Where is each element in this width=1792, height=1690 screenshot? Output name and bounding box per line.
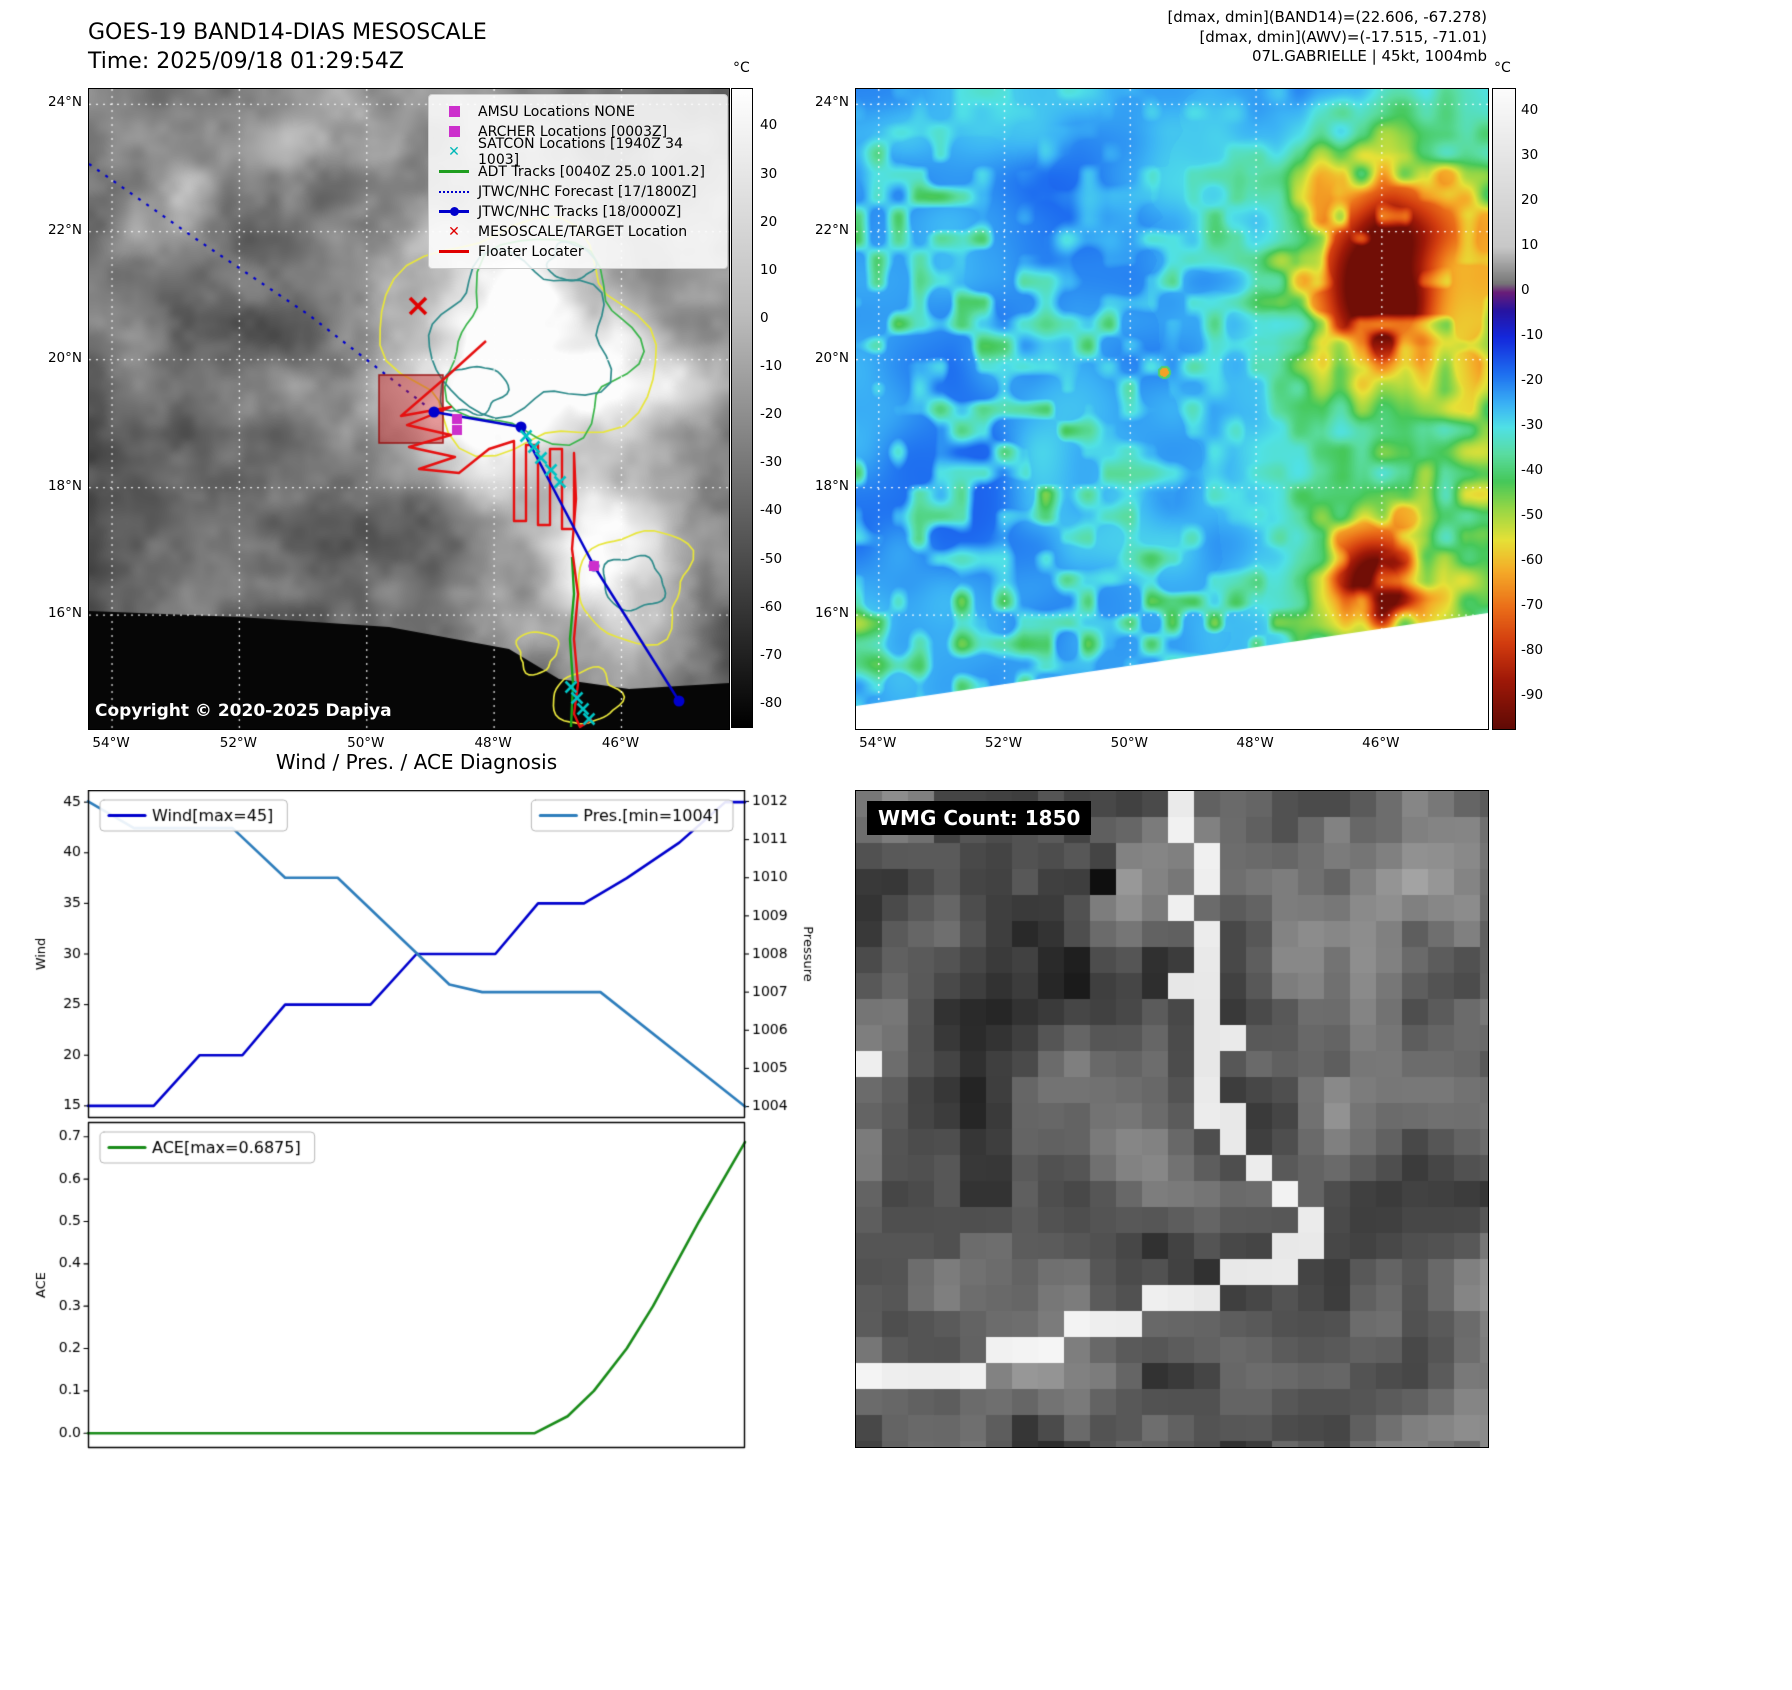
legend-item-label: JTWC/NHC Forecast [17/1800Z] bbox=[478, 183, 697, 200]
lat-tick-label: 16°N bbox=[814, 605, 849, 622]
lon-tick-label: 50°W bbox=[1110, 735, 1148, 751]
colorbar-tick-label: -80 bbox=[760, 694, 783, 711]
colorbar-tick-label: 40 bbox=[1521, 101, 1539, 118]
legend-item: ARCHER Locations [0003Z] bbox=[438, 122, 718, 141]
colorbar-tick-label: -10 bbox=[760, 358, 783, 375]
colorbar-tick-label: 20 bbox=[1521, 191, 1539, 208]
awv-colorbar bbox=[1492, 88, 1516, 730]
lat-tick-label: 24°N bbox=[47, 94, 82, 111]
lon-tick-label: 46°W bbox=[1362, 735, 1400, 751]
colorbar-tick-label: 30 bbox=[760, 165, 778, 182]
legend-item: ADT Tracks [0040Z 25.0 1001.2] bbox=[438, 162, 718, 181]
wmg-satellite-map bbox=[855, 790, 1489, 1448]
colorbar-tick-label: 30 bbox=[1521, 146, 1539, 163]
legend-item-label: ADT Tracks [0040Z 25.0 1001.2] bbox=[478, 163, 705, 180]
chart-title: Wind / Pres. / ACE Diagnosis bbox=[275, 750, 558, 774]
colorbar-tick-label: -40 bbox=[1521, 462, 1544, 479]
legend-item: ✕ MESOSCALE/TARGET Location bbox=[438, 222, 718, 241]
colorbar-tick-label: -20 bbox=[1521, 371, 1544, 388]
awv-header-line1: [dmax, dmin](BAND14)=(22.606, -67.278) bbox=[1167, 8, 1487, 26]
colorbar-tick-label: 10 bbox=[760, 261, 778, 278]
legend-marker-dotted-icon bbox=[438, 190, 470, 193]
lat-tick-label: 22°N bbox=[47, 221, 82, 238]
awv-header-line2: [dmax, dmin](AWV)=(-17.515, -71.01) bbox=[1199, 27, 1487, 46]
lon-tick-label: 54°W bbox=[859, 735, 897, 751]
colorbar-tick-label: -60 bbox=[1521, 552, 1544, 569]
legend-item-label: Floater Locater bbox=[478, 243, 584, 260]
awv-header: [dmax, dmin](BAND14)=(22.606, -67.278) [… bbox=[1030, 8, 1487, 67]
legend-item-label: SATCON Locations [1940Z 34 1003] bbox=[478, 135, 683, 168]
colorbar-tick-label: 20 bbox=[760, 213, 778, 230]
colorbar-tick-label: -70 bbox=[760, 646, 783, 663]
colorbar-tick-label: -30 bbox=[760, 454, 783, 471]
lat-tick-label: 20°N bbox=[47, 349, 82, 366]
awv-satellite-map bbox=[855, 88, 1489, 730]
colorbar-tick-label: 0 bbox=[1521, 281, 1530, 298]
legend-item: JTWC/NHC Tracks [18/0000Z] bbox=[438, 202, 718, 221]
legend-item-label: JTWC/NHC Tracks [18/0000Z] bbox=[478, 203, 682, 220]
colorbar-tick-label: -40 bbox=[760, 502, 783, 519]
band14-colorbar bbox=[731, 88, 753, 728]
legend-item-label: AMSU Locations NONE bbox=[478, 103, 636, 120]
band14-title: GOES-19 BAND14-DIAS MESOSCALE Time: 2025… bbox=[88, 18, 487, 76]
lat-tick-label: 18°N bbox=[814, 477, 849, 494]
colorbar-tick-label: -50 bbox=[760, 550, 783, 567]
wmg-count-label: WMG Count: 1850 bbox=[867, 801, 1092, 835]
legend-marker-x-icon: ✕ bbox=[448, 143, 460, 160]
awv-header-line3: 07L.GABRIELLE | 45kt, 1004mb bbox=[1252, 47, 1487, 65]
colorbar-tick-label: -80 bbox=[1521, 642, 1544, 659]
legend-item: ✕ SATCON Locations [1940Z 34 1003] bbox=[438, 136, 718, 168]
colorbar-tick-label: -70 bbox=[1521, 597, 1544, 614]
lon-tick-label: 48°W bbox=[474, 735, 512, 751]
band14-map-legend: AMSU Locations NONE ARCHER Locations [000… bbox=[428, 94, 728, 269]
legend-item: AMSU Locations NONE bbox=[438, 102, 718, 121]
lon-tick-label: 50°W bbox=[347, 735, 385, 751]
colorbar-tick-label: 40 bbox=[760, 117, 778, 134]
colorbar-tick-label: -20 bbox=[760, 406, 783, 423]
lon-tick-label: 46°W bbox=[601, 735, 640, 751]
legend-marker-line-icon bbox=[438, 250, 470, 253]
legend-marker-x-icon: ✕ bbox=[448, 223, 460, 240]
colorbar-tick-label: -90 bbox=[1521, 687, 1544, 704]
legend-item-label: ARCHER Locations [0003Z] bbox=[478, 123, 668, 140]
legend-marker-square-icon bbox=[438, 126, 470, 137]
lon-tick-label: 52°W bbox=[984, 735, 1023, 751]
legend-marker-line-dot-icon bbox=[438, 207, 470, 216]
legend-item: JTWC/NHC Forecast [17/1800Z] bbox=[438, 182, 718, 201]
lon-tick-label: 54°W bbox=[92, 735, 130, 751]
legend-marker-square-icon bbox=[438, 106, 470, 117]
colorbar-tick-label: 0 bbox=[760, 309, 769, 326]
lat-tick-label: 24°N bbox=[814, 94, 849, 111]
lat-tick-label: 20°N bbox=[814, 349, 849, 366]
band14-title-line2: Time: 2025/09/18 01:29:54Z bbox=[88, 49, 404, 74]
legend-item: Floater Locater bbox=[438, 242, 718, 261]
band14-colorbar-unit: °C bbox=[733, 60, 750, 76]
lat-tick-label: 22°N bbox=[814, 221, 849, 238]
colorbar-tick-label: -60 bbox=[760, 598, 783, 615]
lon-tick-label: 48°W bbox=[1236, 735, 1274, 751]
colorbar-tick-label: -10 bbox=[1521, 326, 1544, 343]
lat-tick-label: 18°N bbox=[47, 477, 82, 494]
copyright-text: Copyright © 2020-2025 Dapiya bbox=[95, 701, 392, 721]
lat-tick-label: 16°N bbox=[47, 605, 82, 622]
legend-item-label: MESOSCALE/TARGET Location bbox=[478, 223, 688, 240]
lon-tick-label: 52°W bbox=[219, 735, 258, 751]
wind-pressure-ace-charts bbox=[30, 790, 830, 1460]
awv-colorbar-unit: °C bbox=[1494, 60, 1511, 76]
colorbar-tick-label: -50 bbox=[1521, 507, 1544, 524]
colorbar-tick-label: -30 bbox=[1521, 417, 1544, 434]
band14-title-line1: GOES-19 BAND14-DIAS MESOSCALE bbox=[88, 20, 487, 45]
colorbar-tick-label: 10 bbox=[1521, 236, 1539, 253]
legend-marker-line-icon bbox=[438, 170, 470, 173]
